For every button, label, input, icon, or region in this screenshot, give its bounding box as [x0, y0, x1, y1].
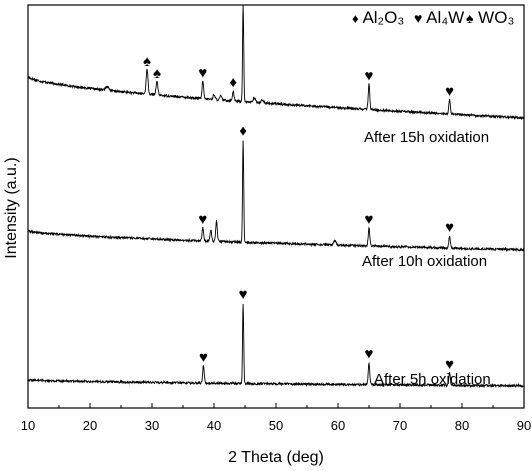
peak-marker: ♥	[239, 0, 248, 4]
peak-marker: ♥	[445, 356, 454, 373]
plot-frame	[27, 4, 525, 409]
legend-symbol: ♥	[414, 10, 422, 26]
peak-marker: ♥	[239, 286, 248, 303]
peak-marker: ♥	[445, 219, 454, 236]
peak-marker: ♠	[153, 65, 161, 82]
legend-symbol: ♦	[352, 11, 359, 26]
y-axis-label: Intensity (a.u.)	[3, 157, 20, 258]
legend-entry-al2o3: ♦ Al₂O₃	[352, 8, 404, 27]
legend-entry-wo3: ♠ WO₃	[466, 8, 514, 27]
peak-marker: ♥	[365, 211, 374, 228]
series-label: After 10h oxidation	[362, 253, 487, 270]
series-label: After 5h oxidation	[374, 371, 491, 388]
x-tick-label: 90	[517, 418, 531, 433]
peak-marker: ♥	[199, 349, 208, 366]
legend-label: WO₃	[478, 8, 514, 27]
xrd-trace-1	[27, 4, 525, 121]
x-tick-label: 70	[393, 418, 407, 433]
x-tick-label: 30	[145, 418, 159, 433]
legend-symbol: ♠	[466, 10, 474, 26]
peak-marker: ♥	[445, 83, 454, 100]
series-label: After 15h oxidation	[364, 129, 489, 146]
peak-marker: ♦	[239, 123, 247, 140]
x-tick-label: 20	[83, 418, 97, 433]
peak-markers: ♠♠ ♥ ♦ ♥ ♥ ♥ ♥ ♦ ♥ ♥ ♥ ♥ ♥ ♥	[143, 0, 454, 373]
x-tick-label: 80	[455, 418, 469, 433]
x-tick-label: 10	[21, 418, 35, 433]
x-tick-label: 50	[269, 418, 283, 433]
x-axis-label: 2 Theta (deg)	[228, 449, 324, 466]
peak-marker: ♥	[365, 67, 374, 84]
xrd-traces	[27, 4, 525, 389]
peak-marker: ♦	[229, 74, 237, 91]
legend: ♦ Al₂O₃ ♥ Al₄W ♠ WO₃	[352, 8, 514, 27]
legend-label: Al₄W	[426, 8, 464, 27]
legend-label: Al₂O₃	[362, 8, 404, 27]
peak-marker: ♠	[143, 53, 151, 70]
x-tick-label: 60	[331, 418, 345, 433]
x-axis-ticks: 10 20 30 40 50 60 70 80 90	[21, 403, 531, 433]
xrd-trace-3	[27, 303, 525, 389]
peak-marker: ♥	[365, 345, 374, 362]
legend-entry-al4w: ♥ Al₄W	[414, 8, 464, 27]
series-labels: After 15h oxidation After 10h oxidation Af…	[362, 129, 491, 388]
peak-marker: ♥	[198, 65, 207, 82]
peak-marker: ♥	[198, 211, 207, 228]
x-tick-label: 40	[207, 418, 221, 433]
xrd-trace-2	[27, 140, 525, 253]
